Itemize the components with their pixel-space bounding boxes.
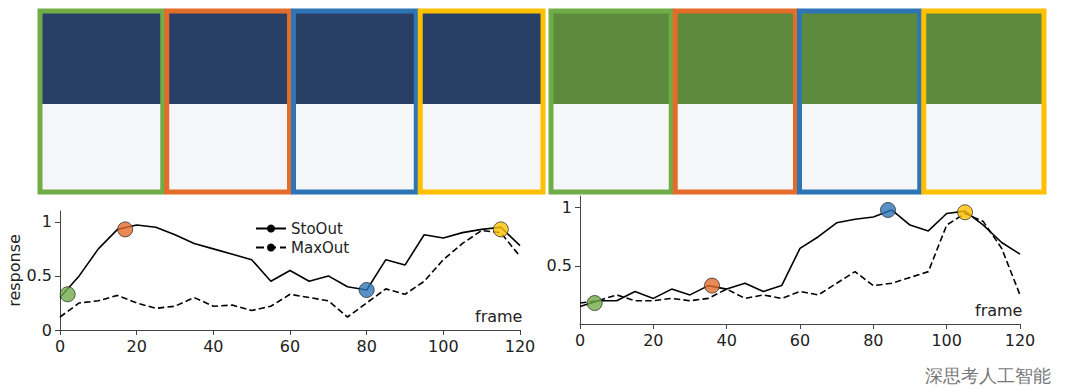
svg-text:80: 80	[356, 337, 376, 356]
svg-text:深思考人工智能: 深思考人工智能	[925, 365, 1051, 386]
svg-text:frame: frame	[975, 301, 1022, 320]
svg-text:100: 100	[428, 337, 459, 356]
svg-text:frame: frame	[475, 307, 522, 326]
svg-text:1: 1	[562, 198, 572, 217]
svg-text:MaxOut: MaxOut	[291, 239, 349, 257]
svg-text:40: 40	[203, 337, 223, 356]
svg-text:80: 80	[863, 331, 883, 350]
svg-text:60: 60	[280, 337, 300, 356]
svg-text:1: 1	[42, 212, 52, 231]
svg-text:40: 40	[716, 331, 736, 350]
svg-text:0.5: 0.5	[27, 266, 52, 285]
svg-text:response: response	[5, 234, 24, 307]
svg-text:100: 100	[931, 331, 962, 350]
svg-text:120: 120	[1005, 331, 1036, 350]
svg-text:StoOut: StoOut	[291, 220, 343, 238]
svg-text:120: 120	[505, 337, 536, 356]
svg-text:0.5: 0.5	[547, 256, 572, 275]
svg-text:0: 0	[575, 331, 585, 350]
svg-text:0: 0	[42, 321, 52, 340]
svg-text:20: 20	[126, 337, 146, 356]
svg-text:60: 60	[790, 331, 810, 350]
svg-text:0: 0	[55, 337, 65, 356]
svg-text:20: 20	[643, 331, 663, 350]
